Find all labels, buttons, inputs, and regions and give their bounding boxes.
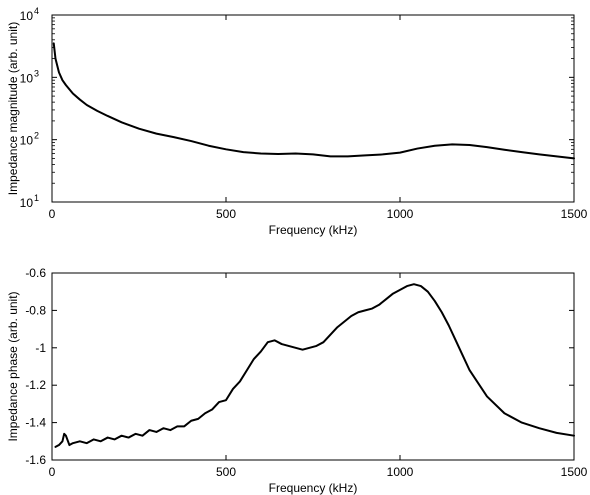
y-tick-base: 10 (20, 71, 34, 85)
y-tick-label: 10 (20, 71, 34, 85)
y-tick-label: -1.2 (25, 378, 46, 392)
y-tick-label: -1.4 (25, 416, 46, 430)
y-axis-label: Impedance magnitude (arb. unit) (6, 22, 20, 195)
y-tick-base: 10 (20, 196, 34, 210)
x-tick-label: 1500 (561, 207, 588, 221)
y-axis-label: Impedance phase (arb. unit) (6, 291, 20, 441)
plot-frame (52, 15, 574, 202)
y-tick-label: 10 (20, 134, 34, 148)
y-tick-label: -0.6 (25, 266, 46, 280)
x-tick-label: 1000 (387, 465, 414, 479)
x-tick-label: 500 (216, 207, 236, 221)
y-tick-exponent: 1 (34, 193, 39, 203)
y-tick-label: -1 (35, 341, 46, 355)
x-axis-label: Frequency (kHz) (269, 223, 358, 237)
y-tick-exponent: 4 (34, 6, 39, 16)
x-tick-label: 0 (49, 465, 56, 479)
y-tick-exponent: 2 (34, 131, 39, 141)
y-tick-label: 10 (20, 196, 34, 210)
y-tick-label: 10 (20, 9, 34, 23)
x-tick-label: 1000 (387, 207, 414, 221)
x-axis-label: Frequency (kHz) (269, 481, 358, 495)
y-tick-base: 10 (20, 134, 34, 148)
x-tick-label: 1500 (561, 465, 588, 479)
y-tick-label: -1.6 (25, 453, 46, 467)
y-tick-base: 10 (20, 9, 34, 23)
y-tick-exponent: 3 (34, 68, 39, 78)
plot-frame (52, 273, 574, 460)
x-tick-label: 0 (49, 207, 56, 221)
x-tick-label: 500 (216, 465, 236, 479)
phase-chart: 0 500 1000 1500 -1.6 -1.4 -1.2 -1 -0.8 -0.6 Freque… (6, 266, 588, 495)
y-tick-label: -0.8 (25, 303, 46, 317)
